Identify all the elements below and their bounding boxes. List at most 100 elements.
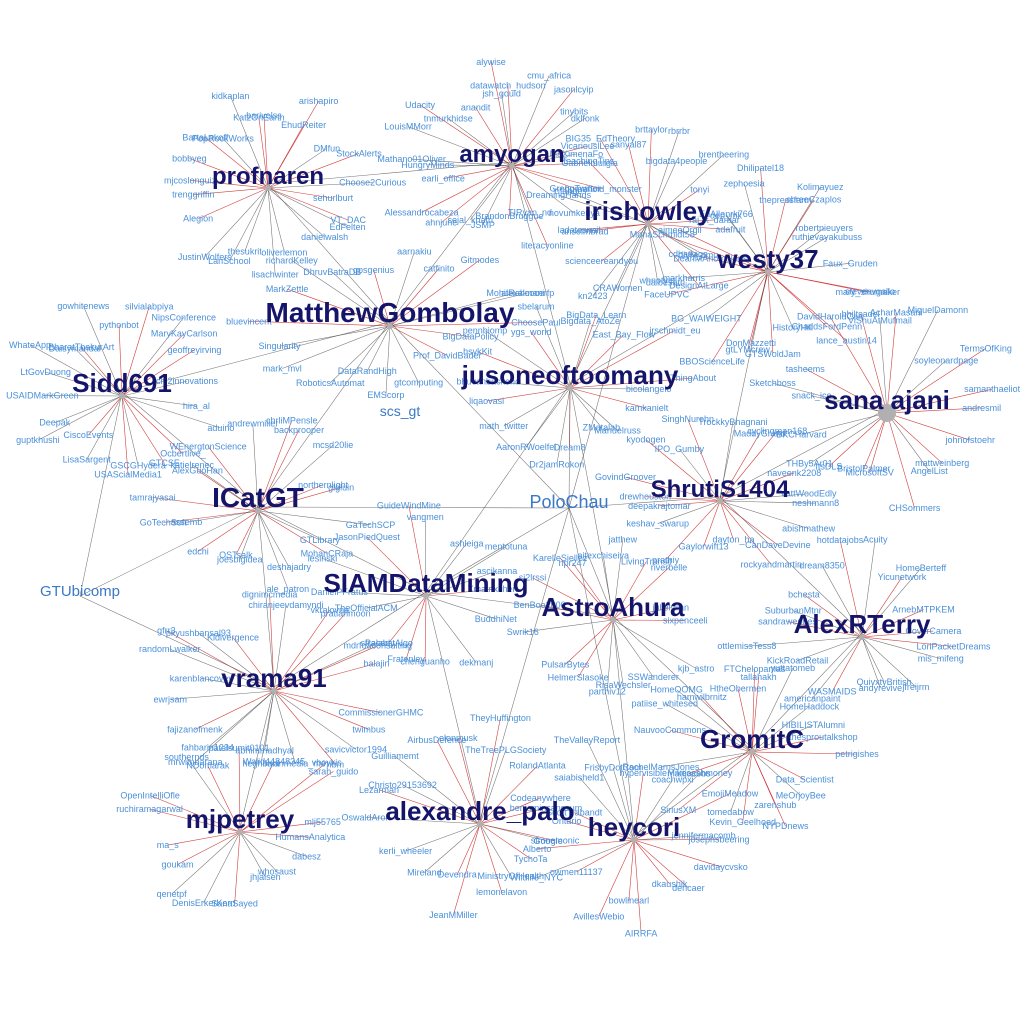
edge <box>679 229 769 273</box>
edge <box>569 387 647 409</box>
leaf-node-label: OSTsalk <box>219 550 253 560</box>
edge <box>88 395 123 436</box>
edge <box>509 165 513 217</box>
leaf-node-label: tasheems <box>786 364 826 374</box>
edge <box>572 562 614 621</box>
edge <box>402 784 481 825</box>
leaf-node-label: fahbarin1234 <box>181 743 234 753</box>
leaf-node-label: mlj55765 <box>304 817 341 827</box>
leaf-node-label: FrisbyDotCom <box>584 763 642 773</box>
leaf-node-label: EhudReiter <box>281 120 326 130</box>
edge <box>121 333 185 397</box>
edge <box>234 831 241 904</box>
leaf-node-label: gpsgenius <box>353 265 395 275</box>
leaf-node-label: bicolangelo <box>626 384 672 394</box>
edge <box>425 595 496 620</box>
edge <box>592 223 649 296</box>
leaf-node-label: thesproutalkshop <box>789 732 858 742</box>
leaf-node-label: ViShuAtMufmail <box>848 315 912 325</box>
leaf-node-label: Dr2jamRokon <box>529 460 584 470</box>
leaf-node-label: kyanmedia_me <box>265 758 326 768</box>
edge <box>189 158 269 189</box>
edge <box>633 793 731 841</box>
edge <box>584 223 649 232</box>
edge <box>719 433 761 502</box>
edge <box>273 609 331 692</box>
leaf-node-label: JeanMMiller <box>429 910 478 920</box>
edge <box>273 690 336 765</box>
leaf-node-label: QuivxtyBritish <box>857 677 912 687</box>
cross-edge <box>79 506 259 597</box>
edge <box>633 839 689 889</box>
edge <box>558 194 649 225</box>
edge <box>419 104 513 167</box>
edge <box>628 144 649 225</box>
leaf-node-label: MaddyGrand <box>734 428 786 438</box>
leaf-node-label: AaronRWoelfel <box>496 442 556 452</box>
edge <box>861 636 885 682</box>
hub-node <box>717 498 723 504</box>
leaf-node-label: aduino <box>207 423 234 433</box>
leaf-node-label: EdAllenrk766 <box>699 209 753 219</box>
leaf-node-label: sanyal87 <box>610 140 646 150</box>
leaf-node-label: patelsumit0101 <box>209 743 270 753</box>
edge <box>569 387 602 428</box>
leaf-node-label: GTSWoldJam <box>745 349 801 359</box>
edge <box>603 555 614 621</box>
leaf-node-label: Deepak <box>39 418 71 428</box>
leaf-node-label: katielrenec <box>171 460 215 470</box>
leaf-node-label: deepakrajtomar <box>628 501 691 511</box>
edge <box>167 831 241 846</box>
hub-label: irishowley <box>584 196 712 226</box>
leaf-node-label: kn2423 <box>578 291 608 301</box>
mid-node-label: PoloChau <box>529 492 608 512</box>
leaf-node-label: mentotuna <box>485 542 528 552</box>
edge <box>411 158 513 167</box>
edge <box>659 500 721 507</box>
leaf-node-label: OswaldAron <box>341 812 390 822</box>
edge <box>839 539 863 638</box>
leaf-node-label: GoTechSoft <box>140 518 188 528</box>
edge <box>45 371 123 397</box>
edge <box>501 93 513 167</box>
leaf-node-label: AvillesWebio <box>573 911 624 921</box>
leaf-node-label: DreamingHands <box>526 190 592 200</box>
cross-edge <box>239 686 275 829</box>
edge <box>511 165 575 214</box>
edge <box>83 305 123 397</box>
leaf-node-label: PalabstAlgo <box>365 638 413 648</box>
leaf-node-label: jrschmidt_eu <box>648 325 700 335</box>
edge <box>645 439 721 502</box>
edge <box>389 325 419 383</box>
edge <box>235 510 259 555</box>
edge <box>531 332 571 389</box>
leaf-node-label: prathiy <box>652 555 680 565</box>
leaf-node-label: LouisMMorr <box>384 122 432 132</box>
leaf-node-label: AcharMasani <box>870 308 923 318</box>
edge <box>239 761 275 833</box>
edge <box>647 223 731 230</box>
leaf-node-label: sejal_khatri <box>447 215 493 225</box>
edge <box>737 688 753 753</box>
edge <box>54 395 123 423</box>
edge <box>267 187 348 228</box>
leaf-node-label: hbm <box>327 759 345 769</box>
leaf-node-label: andyrevive <box>859 683 903 693</box>
leaf-node-label: Yifange <box>552 186 582 196</box>
edge <box>424 516 427 597</box>
leaf-node-label: Alegion <box>183 214 213 224</box>
edge <box>687 253 769 273</box>
edge <box>149 808 241 833</box>
edge <box>267 187 276 275</box>
leaf-node-label: HomeHaddock <box>780 701 840 711</box>
leaf-node-label: ThingAbout <box>670 373 717 383</box>
edge <box>436 739 481 825</box>
leaf-node-label: aitexchiseiva <box>578 551 630 561</box>
hub-node <box>423 593 429 599</box>
edge <box>660 751 753 768</box>
leaf-node-label: Swrik16 <box>507 627 539 637</box>
cross-edge <box>751 632 863 749</box>
leaf-node-label: geoffreyirving <box>168 345 222 355</box>
leaf-node-label: Xmatrixchen <box>467 584 517 594</box>
edge <box>488 381 571 389</box>
